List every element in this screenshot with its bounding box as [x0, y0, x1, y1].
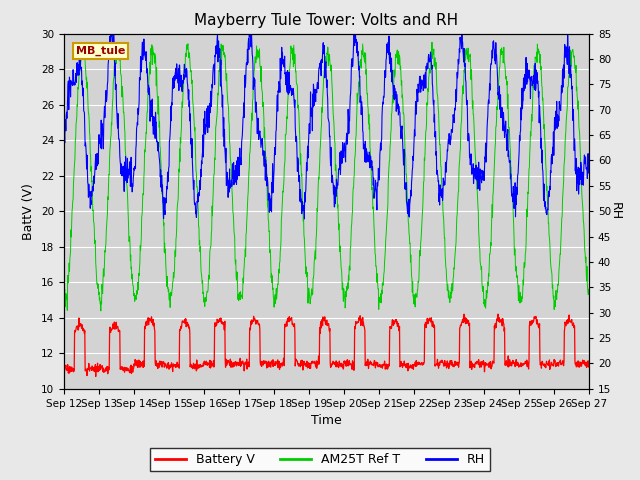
Legend: Battery V, AM25T Ref T, RH: Battery V, AM25T Ref T, RH [150, 448, 490, 471]
Y-axis label: BattV (V): BattV (V) [22, 183, 35, 240]
X-axis label: Time: Time [311, 414, 342, 427]
Text: MB_tule: MB_tule [76, 46, 125, 56]
Title: Mayberry Tule Tower: Volts and RH: Mayberry Tule Tower: Volts and RH [195, 13, 458, 28]
Y-axis label: RH: RH [609, 202, 622, 220]
